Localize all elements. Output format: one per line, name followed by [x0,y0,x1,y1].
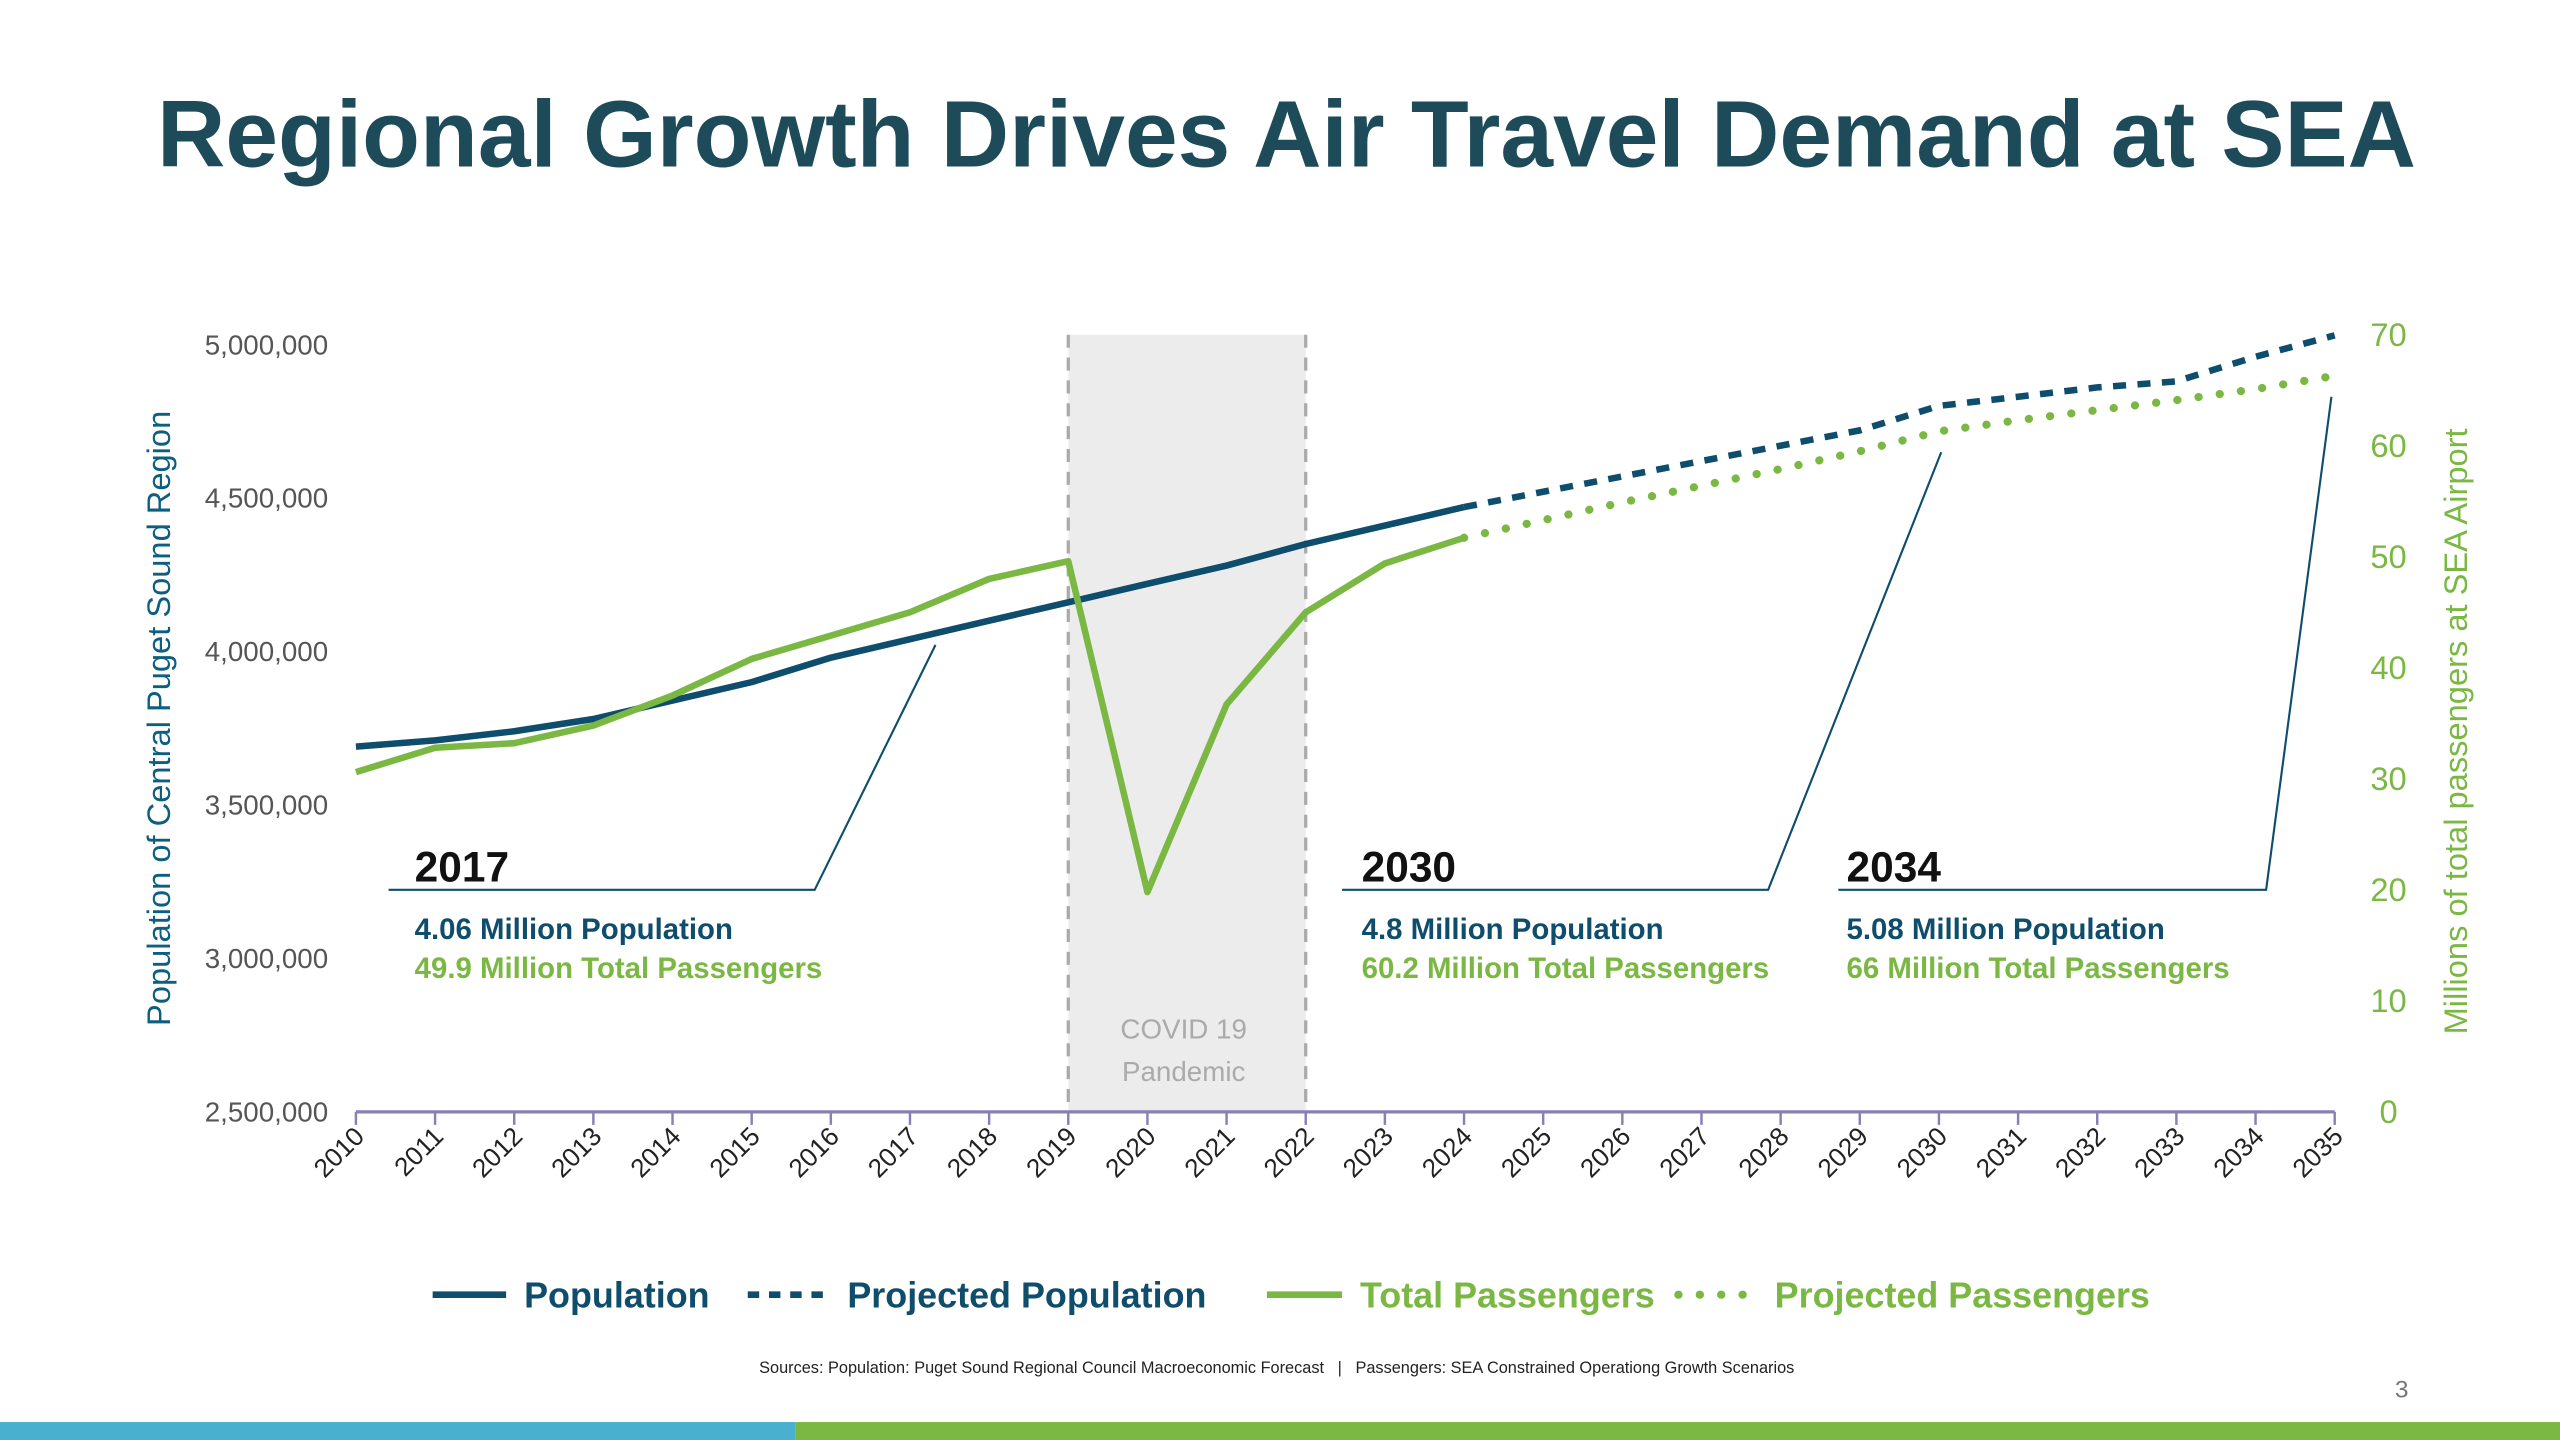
series-group [354,332,2339,896]
x-tick-label: 2011 [388,1121,449,1182]
page-number: 3 [2395,1377,2409,1404]
x-tick-label: 2024 [1416,1121,1478,1183]
annotation-leader-line [1342,451,1943,891]
y-tick-label-right: 0 [2379,1093,2397,1130]
x-tick-label: 2028 [1732,1121,1794,1183]
y-tick-label-left: 4,000,000 [205,636,328,667]
x-tick-label: 2010 [308,1121,370,1183]
x-tick-label: 2019 [1020,1121,1082,1183]
annotation-population: 4.8 Million Population [1362,913,1664,946]
annotation-population: 5.08 Million Population [1847,913,2165,946]
footer-bar-green [795,1422,2560,1440]
x-tick-label: 2026 [1574,1121,1636,1183]
x-tick-label: 2032 [2049,1121,2111,1183]
legend-label-projected-passengers: Projected Passengers [1775,1275,2150,1316]
x-tick-label: 2029 [1812,1121,1874,1183]
y-tick-label-left: 2,500,000 [205,1097,328,1128]
x-tick-label: 2017 [862,1121,924,1183]
x-tick-label: 2013 [545,1121,607,1183]
annotation-year: 2030 [1362,844,1456,891]
y-tick-label-right: 10 [2370,982,2406,1019]
sources-note: Sources: Population: Puget Sound Regiona… [759,1359,1794,1377]
chart: COVID 19 Pandemic 2010 2011 2012 2013 2014 20… [140,316,2474,1183]
y-tick-label-right: 20 [2370,871,2406,908]
x-tick-label: 2033 [2128,1121,2190,1183]
annotation-passengers: 66 Million Total Passengers [1847,952,2230,985]
y-tick-label-right: 30 [2370,760,2406,797]
annotation-leader-line [1838,396,2333,891]
x-tick-label: 2018 [941,1121,1003,1183]
y-tick-label-left: 3,000,000 [205,943,328,974]
y-tick-label-right: 60 [2370,427,2406,464]
x-tick-label: 2034 [2207,1121,2269,1183]
x-tick-label: 2030 [1891,1121,1953,1183]
y-axis-label-left: Population of Central Puget Sound Region [140,411,177,1026]
x-tick-label: 2015 [703,1121,765,1183]
x-tick-label: 2035 [2286,1121,2348,1183]
annotation-population: 4.06 Million Population [415,913,733,946]
covid-label-line1: COVID 19 [1120,1013,1246,1044]
annotation-passengers: 60.2 Million Total Passengers [1362,952,1770,985]
legend-label-projected-population: Projected Population [847,1275,1206,1316]
x-tick-label: 2027 [1653,1121,1715,1183]
y-tick-label-left: 3,500,000 [205,790,328,821]
legend-label-total-passengers: Total Passengers [1360,1275,1655,1316]
series-projected-passengers [1459,371,2339,542]
annotation-passengers: 49.9 Million Total Passengers [415,952,823,985]
x-tick-label: 2012 [466,1121,528,1183]
x-tick-label: 2014 [624,1121,686,1183]
x-tick-label: 2023 [1337,1121,1399,1183]
series-total-passengers [354,534,1466,896]
y-tick-label-right: 70 [2370,316,2406,353]
annotation-leader-line [388,644,937,891]
x-tick-label: 2016 [783,1121,845,1183]
footer-bar-blue [0,1422,796,1440]
annotation-2034: 2034 5.08 Million Population 66 Million … [1838,396,2333,985]
legend-label-population: Population [524,1275,710,1316]
legend: Population Projected Population Total Pa… [432,1275,2150,1316]
y-tick-label-left: 4,500,000 [205,483,328,514]
series-projected-population [1463,332,2336,511]
y-tick-label-right: 50 [2370,538,2406,575]
x-tick-label: 2020 [1099,1121,1161,1183]
y-axis-label-right: Millions of total passengers at SEA Airp… [2437,428,2474,1034]
x-tick-label: 2031 [1970,1121,2032,1183]
annotation-year: 2017 [415,844,509,891]
y-tick-label-left: 5,000,000 [205,329,328,360]
annotation-year: 2034 [1847,844,1942,891]
covid-label-line2: Pandemic [1122,1056,1246,1087]
page-title: Regional Growth Drives Air Travel Demand… [157,82,2416,188]
x-tick-label: 2025 [1495,1121,1557,1183]
series-population [355,503,1465,750]
y-tick-label-right: 40 [2370,649,2406,686]
x-tick-label: 2021 [1178,1121,1240,1183]
annotation-2017: 2017 4.06 Million Population 49.9 Millio… [388,644,937,985]
x-tick-label: 2022 [1257,1121,1319,1183]
annotation-2030: 2030 4.8 Million Population 60.2 Million… [1342,451,1943,985]
